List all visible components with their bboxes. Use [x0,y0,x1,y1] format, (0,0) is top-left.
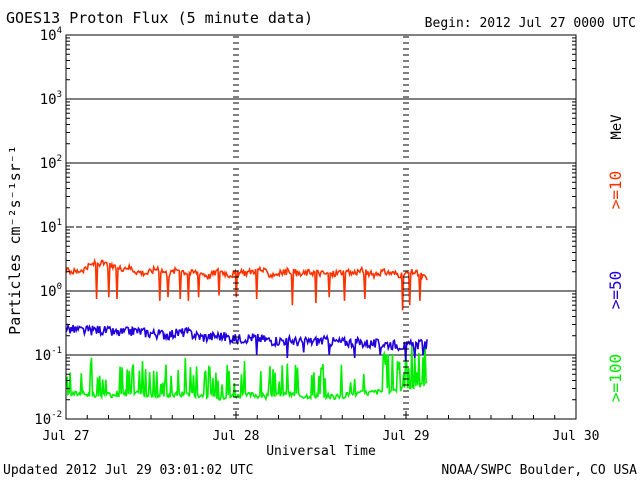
horizontal-gridlines [66,98,576,356]
chart-title: GOES13 Proton Flux (5 minute data) [6,9,313,27]
x-axis-ticks: Jul 27 Jul 28 Jul 29 Jul 30 [43,411,600,444]
series-line-ge100 [65,345,428,402]
legend-ge100: >=100 [606,354,625,402]
x-tick-label: Jul 28 [213,429,260,444]
day-boundary-markers [233,36,409,416]
legend-unit-mev: MeV [609,114,625,140]
y-tick-label: 102 [40,154,62,172]
updated-time: Updated 2012 Jul 29 03:01:02 UTC [3,463,253,478]
x-tick-label: Jul 27 [43,429,90,444]
energy-legend: >=10 >=50 >=100 MeV [606,114,625,402]
series-line-ge50 [65,322,428,362]
x-tick-label: Jul 29 [383,429,430,444]
begin-time: Begin: 2012 Jul 27 0000 UTC [425,16,636,31]
legend-ge50: >=50 [606,271,625,310]
credit-line: NOAA/SWPC Boulder, CO USA [441,463,637,478]
y-tick-label: 103 [40,90,62,108]
y-axis-ticks: 10-2 10-1 100 101 102 103 104 [34,26,576,428]
y-tick-label: 10-2 [34,410,62,428]
x-axis-label: Universal Time [266,444,376,459]
y-axis-label: Particles cm⁻²s⁻¹sr⁻¹ [6,145,24,335]
y-tick-label: 101 [40,218,62,236]
y-tick-label: 100 [40,282,62,300]
series-line-ge10 [65,257,428,311]
y-tick-label: 10-1 [34,346,62,364]
x-tick-label: Jul 30 [553,429,600,444]
y-tick-label: 104 [40,26,62,44]
legend-ge10: >=10 [606,171,625,210]
data-series [65,257,428,402]
